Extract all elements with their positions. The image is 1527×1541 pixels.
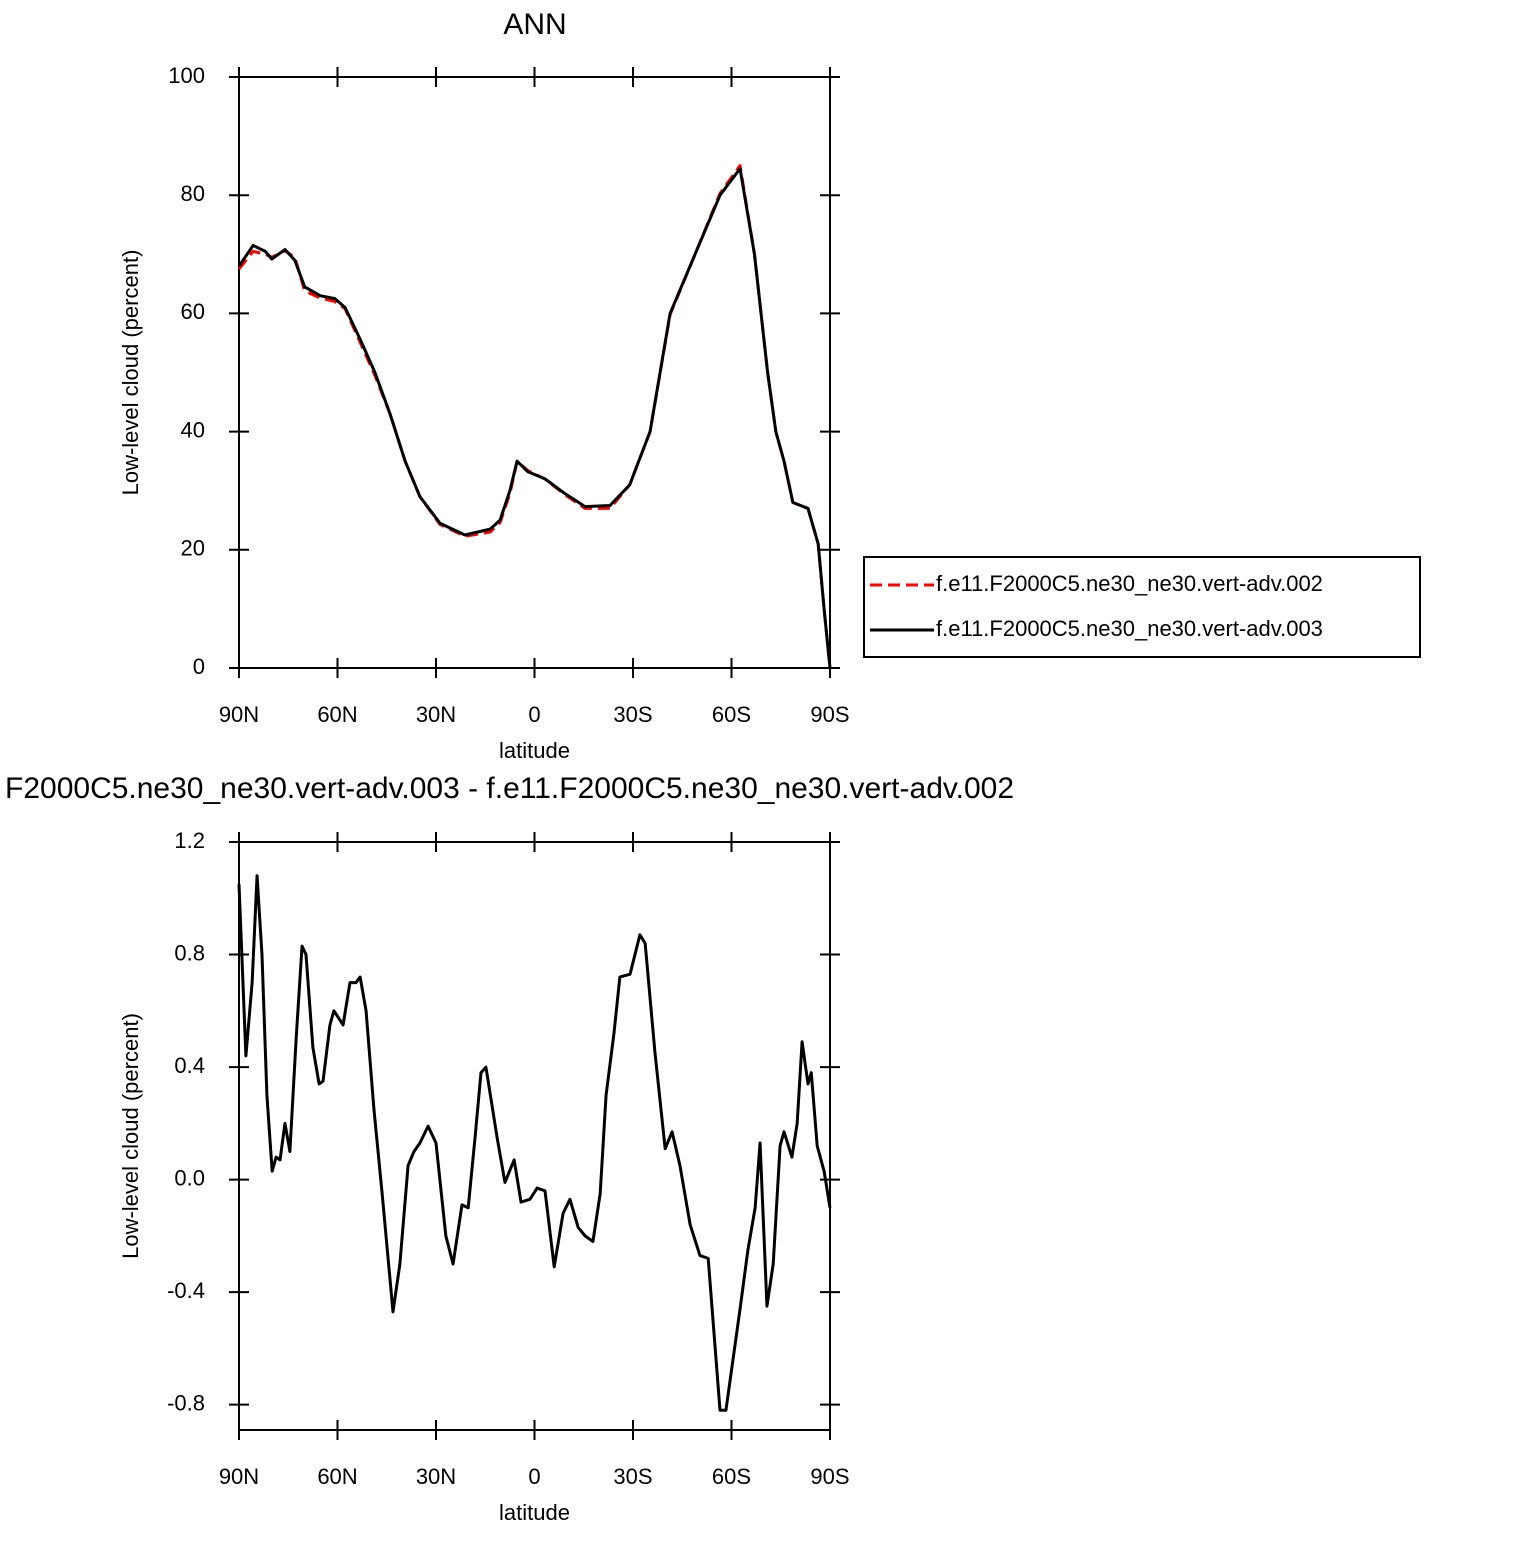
y-tick-label: -0.8 (167, 1390, 205, 1415)
x-tick-label: 60S (712, 702, 751, 727)
x-tick-label: 90N (219, 1464, 259, 1489)
y-tick-label: -0.4 (167, 1278, 205, 1303)
y-axis-label: Low-level cloud (percent) (118, 250, 143, 496)
legend-label: f.e11.F2000C5.ne30_ne30.vert-adv.002 (936, 571, 1323, 596)
x-tick-label: 60S (712, 1464, 751, 1489)
x-tick-label: 90S (810, 1464, 849, 1489)
series-line (237, 164, 832, 669)
x-tick-label: 30N (416, 702, 456, 727)
y-axis-label: Low-level cloud (percent) (118, 1013, 143, 1259)
y-tick-label: 100 (168, 63, 205, 88)
series-line (237, 874, 832, 1412)
x-tick-label: 90N (219, 702, 259, 727)
y-tick-label: 80 (181, 181, 205, 206)
plot-frame (238, 841, 831, 1431)
x-tick-label: 30S (613, 1464, 652, 1489)
x-tick-label: 60N (317, 702, 357, 727)
plot-frame (238, 76, 831, 669)
series-line (237, 167, 832, 669)
legend-box (863, 556, 1421, 658)
x-axis-label: latitude (499, 738, 570, 763)
y-tick-label: 0.0 (174, 1165, 205, 1190)
y-tick-label: 1.2 (174, 828, 205, 853)
chart-title: ANN (503, 8, 566, 41)
x-tick-label: 30N (416, 1464, 456, 1489)
y-tick-label: 0.4 (174, 1053, 205, 1078)
legend-label: f.e11.F2000C5.ne30_ne30.vert-adv.003 (936, 616, 1323, 641)
chart-title: F2000C5.ne30_ne30.vert-adv.003 - f.e11.F… (5, 772, 1014, 805)
x-axis-label: latitude (499, 1500, 570, 1525)
x-tick-label: 90S (810, 702, 849, 727)
y-tick-label: 0 (193, 654, 205, 679)
x-tick-label: 30S (613, 702, 652, 727)
y-tick-label: 0.8 (174, 940, 205, 965)
y-tick-label: 20 (181, 536, 205, 561)
y-tick-label: 40 (181, 417, 205, 442)
x-tick-label: 0 (528, 1464, 540, 1489)
x-tick-label: 0 (528, 702, 540, 727)
y-tick-label: 60 (181, 299, 205, 324)
x-tick-label: 60N (317, 1464, 357, 1489)
